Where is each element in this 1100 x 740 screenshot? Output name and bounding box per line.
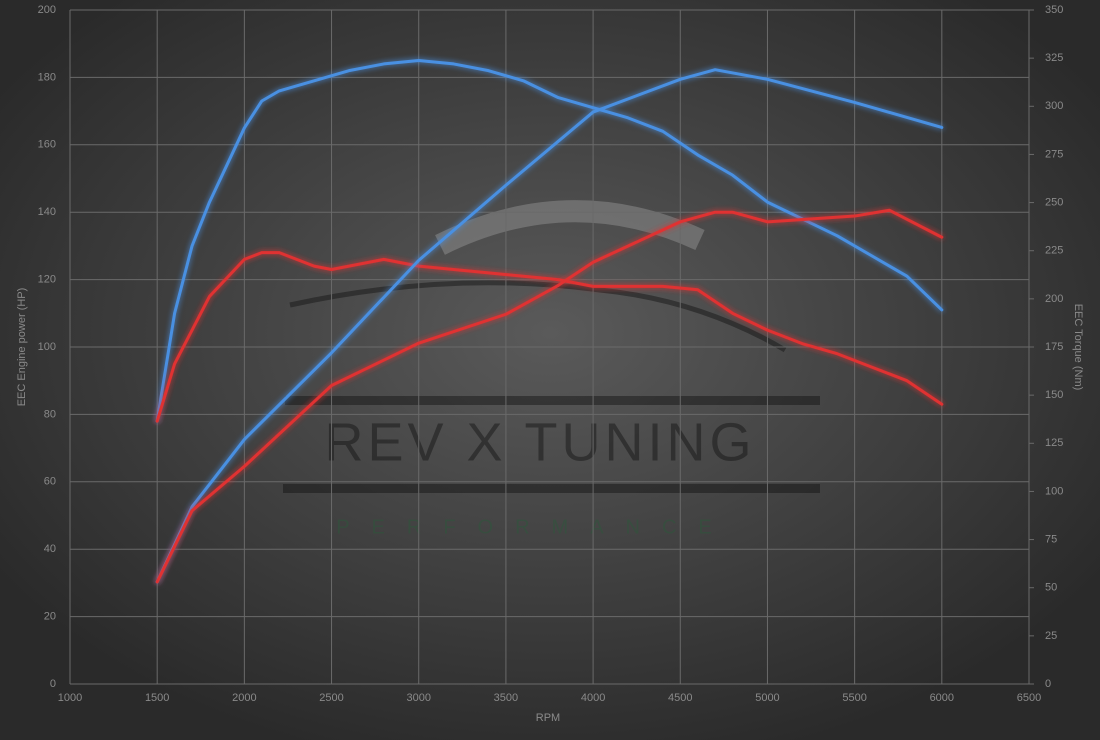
- series-line: [155, 68, 944, 584]
- x-tick-label: 1500: [145, 692, 169, 704]
- y-tick-label: 140: [38, 206, 56, 218]
- y2-tick-label: 225: [1045, 245, 1063, 257]
- logo-bar: [283, 484, 820, 493]
- y-tick-label: 40: [44, 543, 56, 555]
- series-line: [155, 208, 944, 584]
- y2-tick-label: 350: [1045, 4, 1063, 16]
- y-tick-label: 160: [38, 139, 56, 151]
- x-tick-label: 5500: [842, 692, 866, 704]
- logo-bar: [285, 396, 820, 405]
- y-tick-label: 100: [38, 341, 56, 353]
- y2-tick-label: 300: [1045, 100, 1063, 112]
- y2-tick-label: 150: [1045, 389, 1063, 401]
- x-tick-label: 2000: [232, 692, 256, 704]
- y2-tick-label: 175: [1045, 341, 1063, 353]
- y-tick-label: 80: [44, 408, 56, 420]
- y-tick-label: 0: [50, 678, 56, 690]
- y2-tick-label: 100: [1045, 485, 1063, 497]
- y2-tick-label: 325: [1045, 52, 1063, 64]
- y2-tick-label: 0: [1045, 678, 1051, 690]
- y-tick-label: 200: [38, 4, 56, 16]
- y2-tick-label: 50: [1045, 582, 1057, 594]
- x-tick-label: 6000: [930, 692, 954, 704]
- series-line: [155, 59, 944, 423]
- y2-tick-label: 275: [1045, 148, 1063, 160]
- x-tick-label: 2500: [319, 692, 343, 704]
- x-tick-label: 3000: [406, 692, 430, 704]
- y-tick-label: 60: [44, 476, 56, 488]
- y-tick-label: 180: [38, 71, 56, 83]
- y2-tick-label: 25: [1045, 630, 1057, 642]
- y-axis-label: EEC Engine power (HP): [16, 288, 28, 407]
- y2-tick-label: 125: [1045, 437, 1063, 449]
- x-axis-label: RPM: [536, 712, 560, 724]
- y2-tick-label: 250: [1045, 196, 1063, 208]
- logo-car: [289, 280, 787, 353]
- x-tick-label: 6500: [1017, 692, 1041, 704]
- x-tick-label: 4500: [668, 692, 692, 704]
- y-tick-label: 20: [44, 611, 56, 623]
- x-tick-label: 3500: [494, 692, 518, 704]
- series-line: [155, 251, 944, 423]
- x-tick-label: 5000: [755, 692, 779, 704]
- x-tick-label: 1000: [58, 692, 82, 704]
- x-tick-label: 4000: [581, 692, 605, 704]
- y-tick-label: 120: [38, 274, 56, 286]
- logo-subtitle: PERFORMANCE: [336, 516, 734, 538]
- logo-text: REV X TUNING: [324, 412, 755, 472]
- y2-tick-label: 200: [1045, 293, 1063, 305]
- y2-tick-label: 75: [1045, 533, 1057, 545]
- y2-axis-label: EEC Torque (Nm): [1072, 304, 1084, 391]
